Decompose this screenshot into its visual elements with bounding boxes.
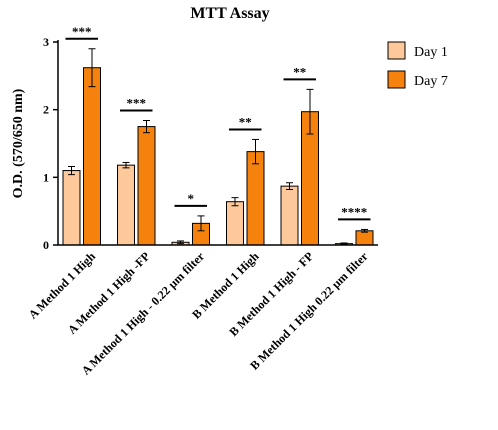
bar-day-1 (226, 201, 244, 246)
bar-day-1 (62, 170, 81, 246)
legend-swatch-day-1 (387, 41, 406, 60)
y-tick-label: 1 (43, 170, 49, 184)
legend-label-day-1: Day 1 (414, 45, 448, 60)
legend-swatch-day-7 (387, 70, 406, 89)
y-tick-label: 0 (43, 238, 49, 252)
y-axis-title: O.D. (570/650 nm) (11, 88, 26, 198)
bar-day-1 (280, 185, 299, 246)
bar-day-7 (137, 126, 156, 246)
chart-title: MTT Assay (190, 5, 269, 22)
bar-day-7 (83, 67, 101, 246)
significance-stars: ** (293, 64, 306, 79)
bar-day-1 (117, 164, 135, 246)
bar-day-7 (355, 230, 374, 246)
legend: Day 1 Day 7 (387, 41, 448, 89)
x-category-label: B Method 1 High 0.22 µm filter (247, 249, 371, 373)
bar-day-7 (246, 151, 265, 246)
y-tick-label: 2 (43, 103, 49, 117)
significance-stars: *** (127, 95, 147, 110)
y-tick-label: 3 (43, 35, 49, 49)
significance-stars: ** (239, 114, 252, 129)
significance-stars: **** (341, 204, 367, 219)
significance-stars: * (188, 191, 195, 206)
significance-stars: *** (72, 24, 92, 39)
legend-label-day-7: Day 7 (414, 74, 448, 89)
